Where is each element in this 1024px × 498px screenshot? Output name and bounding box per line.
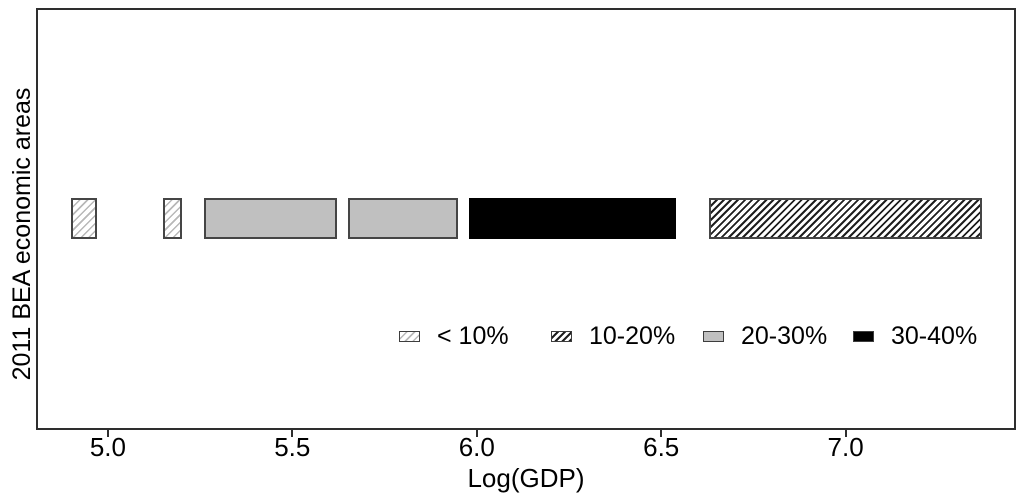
- legend-label: 10-20%: [589, 321, 676, 350]
- legend-swatch-solid-black: [853, 330, 874, 342]
- legend-item: < 10%: [399, 322, 509, 350]
- x-tick-mark: [106, 430, 109, 437]
- bar-segment: [347, 198, 459, 239]
- bar-segment: [71, 198, 97, 239]
- legend-label: 30-40%: [891, 321, 978, 350]
- legend-label: 20-30%: [741, 321, 828, 350]
- x-tick-mark: [660, 430, 663, 437]
- legend-item: 20-30%: [703, 322, 827, 350]
- legend-swatch-solid-gray: [703, 330, 724, 342]
- x-tick-label: 6.5: [643, 432, 680, 462]
- legend-label: < 10%: [437, 321, 509, 350]
- x-tick-mark: [291, 430, 294, 437]
- x-tick-mark: [844, 430, 847, 437]
- x-tick-label: 5.0: [89, 432, 126, 462]
- x-tick-label: 6.0: [458, 432, 495, 462]
- legend-item: 30-40%: [853, 322, 977, 350]
- bar-segment: [163, 198, 182, 239]
- x-tick-mark: [475, 430, 478, 437]
- y-axis-label: 2011 BEA economic areas: [8, 87, 36, 381]
- legend-item: 10-20%: [551, 322, 675, 350]
- x-axis-label: Log(GDP): [467, 463, 585, 493]
- x-tick-label: 5.5: [274, 432, 311, 462]
- legend-swatch-dense-hatch: [551, 330, 572, 342]
- bar-segment: [203, 198, 337, 239]
- x-tick-label: 7.0: [827, 432, 864, 462]
- legend-swatch-light-hatch: [399, 330, 420, 342]
- bar-segment: [709, 198, 982, 239]
- bar-segment: [469, 198, 676, 239]
